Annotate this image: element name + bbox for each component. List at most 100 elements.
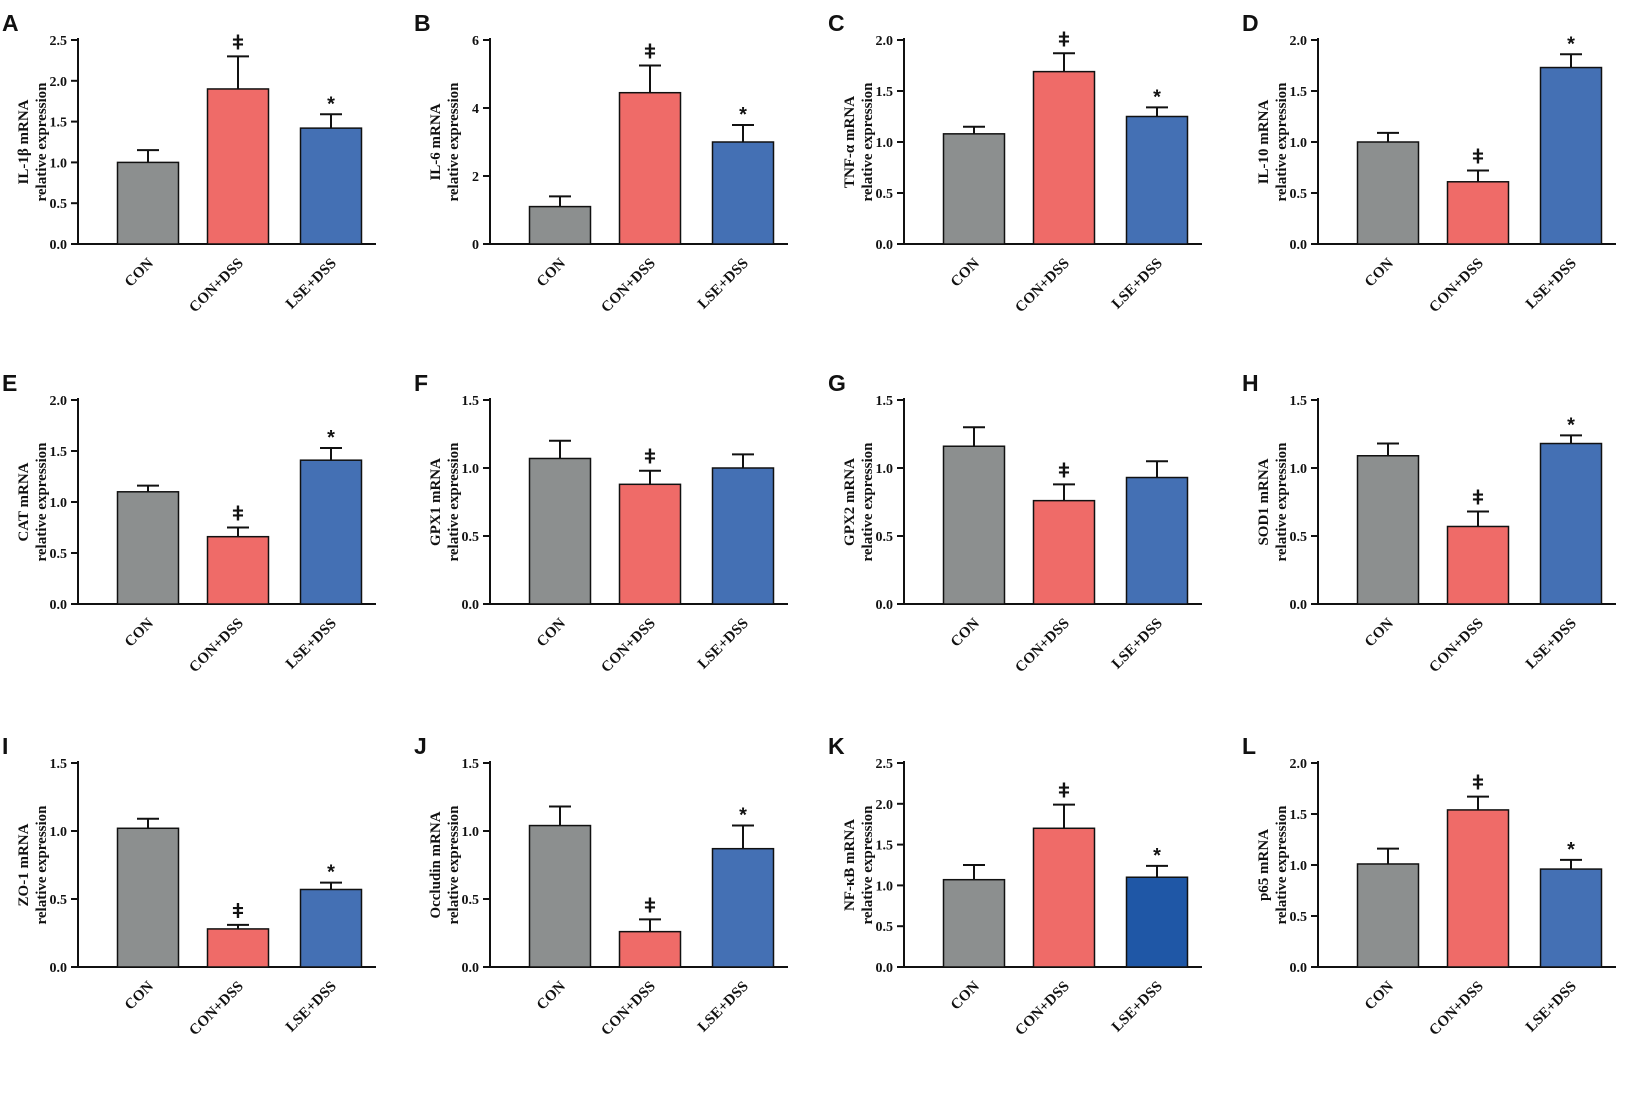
y-tick-label: 1.0 [876, 136, 894, 151]
y-tick-label: 0.0 [876, 598, 894, 613]
x-category-label: CON+DSS [186, 256, 246, 316]
x-category-label: LSE+DSS [283, 979, 340, 1036]
y-tick-label: 1.5 [876, 85, 894, 100]
y-axis-subtitle: relative expression [34, 805, 50, 925]
y-tick-label: 6 [472, 34, 479, 49]
x-category-label: LSE+DSS [283, 616, 340, 673]
y-axis-subtitle: relative expression [1274, 442, 1290, 562]
panel-j: J Occludin mRNA relative expression 0.0 0.5 1… [414, 733, 788, 1039]
x-category-label: LSE+DSS [695, 256, 752, 313]
x-category-label: CON [534, 255, 569, 290]
bar-con [942, 445, 1006, 605]
y-tick-label: 0.5 [1290, 530, 1308, 545]
y-axis-subtitle: relative expression [860, 442, 876, 562]
y-tick-label: 2 [472, 170, 479, 185]
bar-lse-dss [711, 467, 775, 605]
y-axis-subtitle: relative expression [34, 82, 50, 202]
sig-marker-treatment: * [327, 93, 335, 115]
y-tick-label: 0.0 [876, 238, 894, 253]
y-axis-title: ZO-1 mRNA [16, 823, 32, 906]
y-axis-title: GPX2 mRNA [842, 458, 858, 546]
x-category-label: CON+DSS [1426, 979, 1486, 1039]
sig-marker-model: ǂ [232, 32, 244, 54]
y-tick-label: 0.0 [462, 598, 480, 613]
panel-letter: A [2, 10, 19, 36]
bar-con-dss [206, 88, 270, 245]
panel-letter: B [414, 10, 431, 36]
y-axis-title: GPX1 mRNA [428, 458, 444, 546]
y-tick-label: 0.0 [1290, 238, 1308, 253]
bar-con [116, 491, 180, 605]
bar-con [942, 878, 1006, 968]
y-tick-label: 0.5 [50, 197, 68, 212]
panel-letter: C [828, 10, 845, 36]
y-axis-subtitle: relative expression [1274, 805, 1290, 925]
bar-lse-dss [711, 847, 775, 968]
y-tick-label: 2.0 [50, 394, 68, 409]
x-category-label: CON+DSS [598, 256, 658, 316]
x-category-label: LSE+DSS [1523, 979, 1580, 1036]
x-category-label: LSE+DSS [1109, 616, 1166, 673]
x-category-label: LSE+DSS [695, 979, 752, 1036]
y-tick-label: 0.5 [1290, 910, 1308, 925]
x-category-label: CON+DSS [598, 616, 658, 676]
bar-con-dss [1446, 809, 1510, 968]
panel-f: F GPX1 mRNA relative expression 0.0 0.5 1.0 1.… [414, 370, 788, 676]
y-axis-title: CAT mRNA [16, 462, 32, 541]
y-tick-label: 0.0 [50, 961, 68, 976]
bar-con-dss [618, 930, 682, 968]
bar-con-dss [1446, 525, 1510, 605]
panel-i: I ZO-1 mRNA relative expression 0.0 0.5 1.0 1.… [2, 733, 376, 1039]
y-tick-label: 0 [472, 238, 479, 253]
bar-lse-dss [1125, 115, 1189, 245]
panel-letter: G [828, 370, 846, 396]
x-category-label: CON [1362, 978, 1397, 1013]
x-category-label: CON [122, 255, 157, 290]
panel-c: C TNF-α mRNA relative expression 0.0 0.5 1.0 1… [828, 10, 1202, 316]
panel-letter: H [1242, 370, 1259, 396]
y-tick-label: 2.5 [50, 34, 68, 49]
sig-marker-model: ǂ [232, 901, 244, 923]
bar-con-dss [206, 928, 270, 968]
y-tick-label: 2.0 [1290, 757, 1308, 772]
bar-con-dss [1032, 499, 1096, 605]
x-category-label: LSE+DSS [1109, 979, 1166, 1036]
y-tick-label: 2.0 [876, 34, 894, 49]
y-axis-subtitle: relative expression [446, 82, 462, 202]
bar-con [528, 457, 592, 605]
bar-lse-dss [711, 141, 775, 245]
y-tick-label: 0.0 [876, 961, 894, 976]
x-category-label: CON [948, 615, 983, 650]
y-tick-label: 1.5 [1290, 394, 1308, 409]
y-tick-label: 0.0 [1290, 961, 1308, 976]
bar-con-dss [1032, 70, 1096, 245]
x-category-label: CON [948, 978, 983, 1013]
x-category-label: CON+DSS [1012, 979, 1072, 1039]
panel-letter: F [414, 370, 428, 396]
y-tick-label: 1.5 [876, 839, 894, 854]
panel-h: H SOD1 mRNA relative expression 0.0 0.5 1.0 1.… [1242, 370, 1616, 676]
bar-con [1356, 455, 1420, 605]
x-category-label: CON [948, 255, 983, 290]
y-tick-label: 1.5 [462, 757, 480, 772]
sig-marker-treatment: * [327, 862, 335, 884]
y-tick-label: 1.0 [50, 825, 68, 840]
x-category-label: CON+DSS [1426, 256, 1486, 316]
y-axis-subtitle: relative expression [1274, 82, 1290, 202]
x-category-label: CON+DSS [598, 979, 658, 1039]
y-tick-label: 0.0 [50, 238, 68, 253]
y-tick-label: 1.0 [50, 156, 68, 171]
x-category-label: LSE+DSS [1523, 256, 1580, 313]
panel-letter: D [1242, 10, 1259, 36]
y-tick-label: 2.0 [876, 798, 894, 813]
panel-letter: K [828, 733, 845, 759]
y-tick-label: 2.0 [1290, 34, 1308, 49]
sig-marker-model: ǂ [1472, 488, 1484, 510]
y-axis-subtitle: relative expression [860, 805, 876, 925]
bar-con-dss [206, 535, 270, 605]
bar-lse-dss [1539, 66, 1603, 245]
x-category-label: LSE+DSS [695, 616, 752, 673]
y-axis-title: NF-κB mRNA [842, 819, 858, 911]
